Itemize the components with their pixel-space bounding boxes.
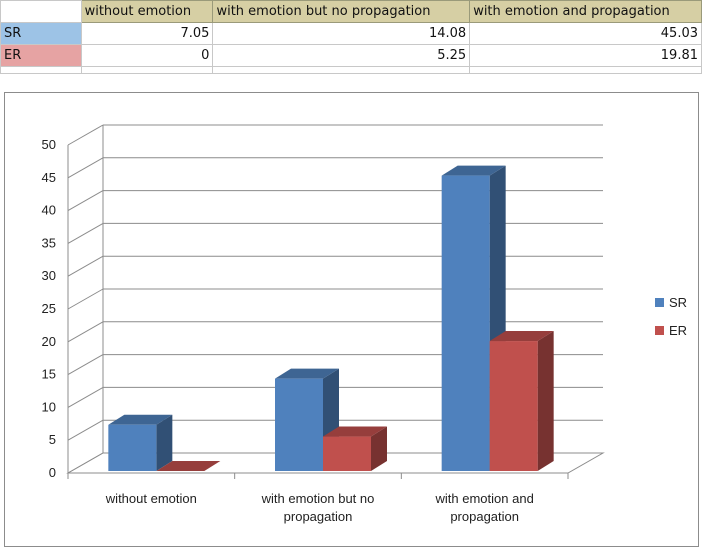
side-gridline (67, 419, 104, 441)
bar-top-sr (108, 414, 173, 425)
bar-sr (441, 175, 490, 471)
y-tick-label: 25 (42, 301, 56, 316)
y-tick-label: 30 (42, 268, 56, 283)
legend-swatch-sr (655, 298, 664, 307)
bar-side-sr (156, 414, 173, 471)
x-category-label: with emotion and propagation (435, 491, 534, 524)
y-tick-label: 0 (49, 465, 56, 480)
empty-row (0, 66, 702, 74)
data-table: without emotion with emotion but no prop… (0, 0, 702, 74)
x-category-label: with emotion but no propagation (261, 491, 375, 524)
table-header-row: without emotion with emotion but no prop… (0, 0, 702, 23)
bar-er (489, 341, 538, 471)
legend-label-sr: SR (669, 295, 687, 310)
side-gridline (67, 354, 104, 376)
side-gridline (67, 222, 104, 244)
legend-swatch-er (655, 326, 664, 335)
side-gridline (67, 190, 104, 212)
table-cell[interactable]: 45.03 (469, 22, 702, 45)
side-gridline (67, 386, 104, 408)
y-tick-label: 40 (42, 203, 56, 218)
bar-side-er (371, 426, 387, 471)
bar-top-sr (275, 368, 339, 379)
table-cell[interactable]: 19.81 (469, 44, 702, 67)
table-row: SR 7.05 14.08 45.03 (0, 22, 702, 45)
chart-area[interactable]: 0 5 10 15 20 25 30 35 40 45 50 without emotion with … (4, 92, 699, 547)
bar-top-er (489, 331, 554, 342)
side-gridline (67, 124, 104, 146)
bar-sr (108, 424, 157, 471)
y-tick-label: 10 (42, 399, 56, 414)
bar-side-er (537, 331, 554, 471)
table-row: ER 0 5.25 19.81 (0, 44, 702, 67)
side-gridline (67, 321, 104, 343)
row-label-sr[interactable]: SR (0, 22, 82, 45)
column-header[interactable]: without emotion (80, 0, 214, 23)
bar-chart: 0 5 10 15 20 25 30 35 40 45 50 without emotion with … (42, 124, 687, 524)
side-gridline (67, 288, 104, 310)
bar-er (323, 436, 371, 471)
bar-top-sr (441, 165, 506, 176)
y-tick-label: 50 (42, 137, 56, 152)
y-tick-label: 5 (49, 432, 56, 447)
y-tick-label: 35 (42, 235, 56, 250)
table-cell[interactable]: 14.08 (212, 22, 471, 45)
legend-label-er: ER (669, 323, 687, 338)
y-tick-label: 45 (42, 170, 56, 185)
x-category-label: without emotion (105, 491, 197, 506)
corner-cell[interactable] (0, 0, 82, 23)
side-gridline (67, 157, 104, 179)
table-cell[interactable]: 7.05 (80, 22, 214, 45)
y-tick-label: 15 (42, 367, 56, 382)
column-header[interactable]: with emotion and propagation (469, 0, 702, 23)
bar-sr (275, 378, 323, 471)
column-header[interactable]: with emotion but no propagation (212, 0, 471, 23)
y-tick-label: 20 (42, 334, 56, 349)
table-cell[interactable]: 5.25 (212, 44, 471, 67)
bar-top-er (323, 426, 387, 437)
table-cell[interactable]: 0 (80, 44, 214, 67)
bar-top-er (156, 461, 221, 471)
row-label-er[interactable]: ER (0, 44, 82, 67)
side-gridline (67, 255, 104, 277)
